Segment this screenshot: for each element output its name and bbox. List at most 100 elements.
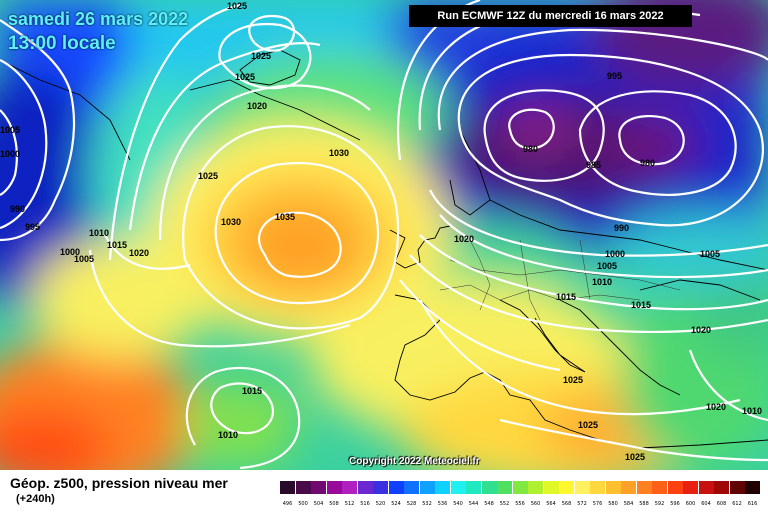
scale-label: 592	[654, 501, 665, 507]
scale-swatch	[404, 481, 419, 494]
isobar-label: 1015	[631, 300, 651, 310]
scale-label: 552	[499, 501, 510, 507]
scale-swatch	[698, 481, 714, 494]
scale-label: 576	[592, 501, 603, 507]
scale-label: 584	[623, 501, 634, 507]
scale-swatch	[636, 481, 652, 494]
isobar-label: 1030	[329, 148, 349, 158]
isobar-label: 995	[25, 222, 40, 232]
scale-swatch	[357, 481, 373, 494]
isobar-labels: 1025 1025 1025 1020 1030 1025 1030 1035 …	[0, 1, 762, 462]
scale-swatch	[373, 481, 388, 494]
isobar-label: 1025	[563, 375, 583, 385]
scale-swatch	[419, 481, 435, 494]
isobar-label: 1015	[107, 240, 127, 250]
isobar-label: 1025	[251, 51, 271, 61]
scale-label: 564	[546, 501, 556, 507]
isobar-label: 980	[640, 158, 655, 168]
scale-swatch	[621, 481, 636, 494]
scale-label: 500	[298, 501, 308, 507]
scale-label: 556	[515, 501, 525, 507]
geopotential-field	[0, 0, 768, 470]
isobar-label: 1005	[74, 254, 94, 264]
scale-swatch	[435, 481, 450, 494]
scale-label: 536	[437, 501, 448, 507]
scale-swatch	[729, 481, 745, 494]
scale-label: 612	[732, 501, 742, 507]
scale-swatch	[280, 481, 295, 494]
map-title: Géop. z500, pression niveau mer	[10, 475, 228, 491]
isobar-label: 995	[607, 71, 622, 81]
scale-label: 496	[282, 501, 293, 507]
scale-label: 544	[468, 501, 479, 507]
scale-label: 528	[406, 501, 417, 507]
scale-swatch	[528, 481, 543, 494]
scale-swatch	[667, 481, 683, 494]
scale-swatch	[590, 481, 605, 494]
borders	[439, 239, 681, 321]
scale-label: 616	[747, 501, 758, 507]
scale-label: 540	[453, 501, 463, 507]
scale-swatch	[481, 481, 497, 494]
isobar-label: 1020	[691, 325, 711, 335]
scale-swatch	[543, 481, 559, 494]
map-canvas: 1025 1025 1025 1020 1030 1025 1030 1035 …	[0, 0, 768, 470]
isobar-label: 1005	[700, 249, 720, 259]
scale-swatch	[450, 481, 466, 494]
scale-swatch	[388, 481, 404, 494]
isobar-label: 1010	[218, 430, 238, 440]
isobar-label: 1010	[89, 228, 109, 238]
isobar-label: 1025	[198, 171, 218, 181]
isobar-label: 1025	[235, 72, 255, 82]
isobar-label: 1020	[129, 248, 149, 258]
isobar-label: 980	[523, 144, 538, 154]
scale-swatch	[512, 481, 528, 494]
isobar-label: 1000	[60, 247, 80, 257]
copyright-notice: Copyright 2022 Meteociel.fr	[349, 456, 480, 467]
lead-time: (+240h)	[16, 493, 55, 505]
isobars	[0, 0, 768, 470]
isobar-label: 1000	[0, 149, 20, 159]
isobar-label: 1020	[247, 101, 267, 111]
scale-label: 600	[685, 501, 696, 507]
isobar-label: 990	[614, 223, 629, 233]
scale-label: 512	[344, 501, 355, 507]
scale-label: 560	[530, 501, 541, 507]
isobar-label: 1020	[454, 234, 474, 244]
scale-swatch	[326, 481, 342, 494]
scale-label: 572	[577, 501, 587, 507]
scale-label: 532	[422, 501, 432, 507]
scale-swatch	[652, 481, 667, 494]
isobar-label: 1025	[227, 1, 247, 11]
scale-label: 588	[639, 501, 649, 507]
isobar-label: 1000	[605, 249, 625, 259]
scale-label: 516	[360, 501, 370, 507]
isobar-label: 1020	[706, 402, 726, 412]
isobar-label: 1025	[625, 452, 645, 462]
scale-swatch	[342, 481, 357, 494]
isobar-label: 1030	[221, 217, 241, 227]
scale-label: 548	[484, 501, 494, 507]
isobar-label: 1005	[597, 261, 617, 271]
scale-swatch	[559, 481, 574, 494]
scale-swatch	[745, 481, 760, 494]
scale-swatch	[497, 481, 512, 494]
run-info-banner: Run ECMWF 12Z du mercredi 16 mars 2022	[409, 5, 692, 27]
scale-label: 568	[561, 501, 572, 507]
scale-swatch	[714, 481, 729, 494]
isobar-label: 1010	[742, 406, 762, 416]
map-footer: Géop. z500, pression niveau mer (+240h) …	[0, 470, 768, 512]
scale-label: 604	[701, 501, 711, 507]
scale-swatch	[295, 481, 311, 494]
isobar-label: 1015	[556, 292, 576, 302]
scale-label: 504	[313, 501, 324, 507]
isobar-label: 1005	[0, 125, 20, 135]
isobar-label: 1035	[275, 212, 295, 222]
scale-label: 524	[391, 501, 401, 507]
scale-swatch	[605, 481, 621, 494]
isobar-label: 1015	[242, 386, 262, 396]
isobar-label: 1010	[592, 277, 612, 287]
weather-map: 1025 1025 1025 1020 1030 1025 1030 1035 …	[0, 0, 768, 470]
forecast-date: samedi 26 mars 2022	[8, 9, 189, 29]
forecast-time: 13:00 locale	[8, 33, 116, 54]
